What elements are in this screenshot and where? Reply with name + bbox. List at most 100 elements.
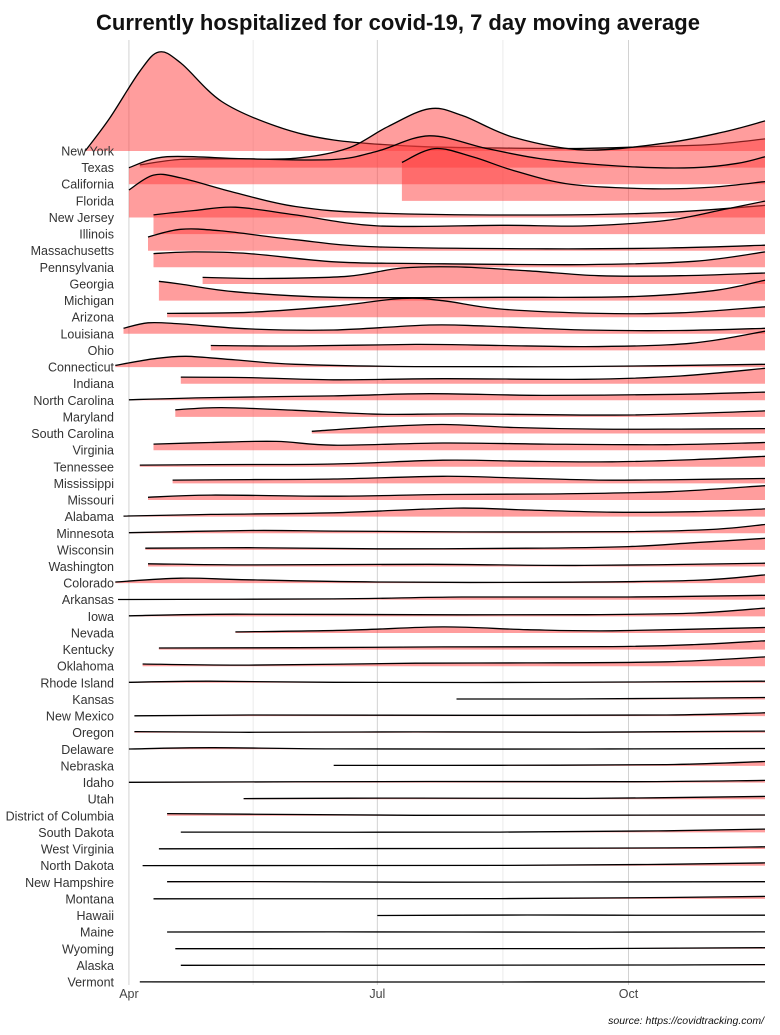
state-label-new-mexico: New Mexico <box>46 710 114 724</box>
state-label-nebraska: Nebraska <box>61 759 115 773</box>
state-label-oregon: Oregon <box>72 726 114 740</box>
state-label-alaska: Alaska <box>76 959 114 973</box>
ridge-line-arizona <box>167 297 766 315</box>
state-label-new-hampshire: New Hampshire <box>25 876 114 890</box>
state-label-mississippi: Mississippi <box>54 477 114 491</box>
state-label-maryland: Maryland <box>63 410 114 424</box>
ridge-line-indiana <box>180 367 766 381</box>
ridge-line-tennessee <box>139 455 766 466</box>
ridge-line-illinois <box>153 200 766 228</box>
state-label-nevada: Nevada <box>71 626 114 640</box>
ridge-area-arizona <box>167 298 766 318</box>
ridge-area-pennsylvania <box>153 251 765 268</box>
state-label-hawaii: Hawaii <box>76 909 114 923</box>
state-label-kansas: Kansas <box>72 693 114 707</box>
ridge-line-utah <box>243 795 766 800</box>
ridge-line-wyoming <box>175 947 766 950</box>
ridge-area-maryland <box>175 407 766 417</box>
ridge-line-california <box>128 135 766 169</box>
state-label-maine: Maine <box>80 926 114 940</box>
ridge-line-north-carolina <box>128 391 766 401</box>
ridge-line-michigan <box>158 279 766 299</box>
ridge-area-new-jersey <box>128 174 765 218</box>
state-label-texas: Texas <box>81 161 114 175</box>
ridge-area-alabama <box>123 508 765 517</box>
ridge-line-south-dakota <box>180 828 766 833</box>
ridge-line-oklahoma <box>142 656 766 666</box>
state-label-pennsylvania: Pennsylvania <box>40 261 114 275</box>
ridge-line-new-hampshire <box>167 880 766 883</box>
ridge-area-north-carolina <box>128 392 765 401</box>
ridge-line-ohio <box>210 330 766 348</box>
state-label-louisiana: Louisiana <box>60 327 114 341</box>
ridge-line-west-virginia <box>158 846 766 850</box>
ridge-line-delaware <box>128 747 766 750</box>
state-label-idaho: Idaho <box>83 776 114 790</box>
ridge-line-north-dakota <box>142 862 766 867</box>
state-label-south-dakota: South Dakota <box>38 826 114 840</box>
state-label-vermont: Vermont <box>67 976 114 990</box>
ridge-line-new-jersey <box>128 173 766 216</box>
ridges <box>84 51 766 983</box>
ridge-line-district-of-columbia <box>167 812 766 816</box>
state-label-delaware: Delaware <box>61 743 114 757</box>
state-label-iowa: Iowa <box>88 610 114 624</box>
state-label-alabama: Alabama <box>65 510 114 524</box>
state-label-colorado: Colorado <box>63 577 114 591</box>
ridge-line-virginia <box>153 440 766 446</box>
ridge-line-wisconsin <box>145 537 766 550</box>
ridge-line-south-carolina <box>311 423 766 432</box>
state-label-wyoming: Wyoming <box>62 942 114 956</box>
ridge-area-massachusetts <box>148 228 765 251</box>
state-label-north-carolina: North Carolina <box>33 394 114 408</box>
x-tick-label-oct: Oct <box>619 987 639 1001</box>
ridge-area-kentucky <box>158 640 765 650</box>
ridge-area-florida <box>401 148 765 201</box>
state-label-washington: Washington <box>48 560 114 574</box>
ridge-line-minnesota <box>128 523 766 534</box>
ridge-area-virginia <box>153 441 765 451</box>
state-label-north-dakota: North Dakota <box>40 859 114 873</box>
ridge-line-missouri <box>147 485 766 498</box>
state-label-arkansas: Arkansas <box>62 593 114 607</box>
x-axis-ticks: Apr Jul Oct <box>119 987 639 1001</box>
state-label-oklahoma: Oklahoma <box>57 660 114 674</box>
state-label-district-of-columbia: District of Columbia <box>6 809 114 823</box>
ridge-area-texas <box>139 108 766 168</box>
ridge-line-iowa <box>128 607 766 617</box>
x-tick-label-apr: Apr <box>119 987 138 1001</box>
ridge-line-georgia <box>202 266 766 280</box>
ridge-area-oklahoma <box>142 656 766 667</box>
x-tick-label-jul: Jul <box>369 987 385 1001</box>
ridge-line-kentucky <box>158 640 766 649</box>
ridge-line-mississippi <box>172 475 766 481</box>
source-note: source: https://covidtracking.com/ <box>608 1015 765 1027</box>
state-label-utah: Utah <box>88 793 114 807</box>
ridge-area-new-york <box>85 51 765 152</box>
ridge-area-wisconsin <box>145 538 766 550</box>
state-label-rhode-island: Rhode Island <box>40 676 114 690</box>
state-label-california: California <box>61 178 114 192</box>
state-label-new-jersey: New Jersey <box>49 211 115 225</box>
ridge-line-idaho <box>128 779 766 783</box>
state-label-south-carolina: South Carolina <box>31 427 114 441</box>
state-label-minnesota: Minnesota <box>56 527 114 541</box>
state-label-missouri: Missouri <box>67 494 114 508</box>
ridge-line-maryland <box>175 406 766 416</box>
state-label-new-york: New York <box>61 145 115 159</box>
ridge-area-connecticut <box>115 356 766 368</box>
ridge-line-florida <box>401 147 766 190</box>
state-label-kentucky: Kentucky <box>63 643 115 657</box>
state-label-georgia: Georgia <box>70 277 115 291</box>
state-label-michigan: Michigan <box>64 294 114 308</box>
ridge-line-massachusetts <box>147 228 766 250</box>
ridge-area-michigan <box>158 280 765 301</box>
ridge-area-south-carolina <box>311 424 765 434</box>
ridge-line-alaska <box>180 963 766 966</box>
state-label-west-virginia: West Virginia <box>41 843 114 857</box>
state-label-tennessee: Tennessee <box>54 460 115 474</box>
ridge-area-kansas <box>456 697 765 700</box>
ridge-line-louisiana <box>123 321 766 332</box>
state-label-virginia: Virginia <box>73 444 115 458</box>
